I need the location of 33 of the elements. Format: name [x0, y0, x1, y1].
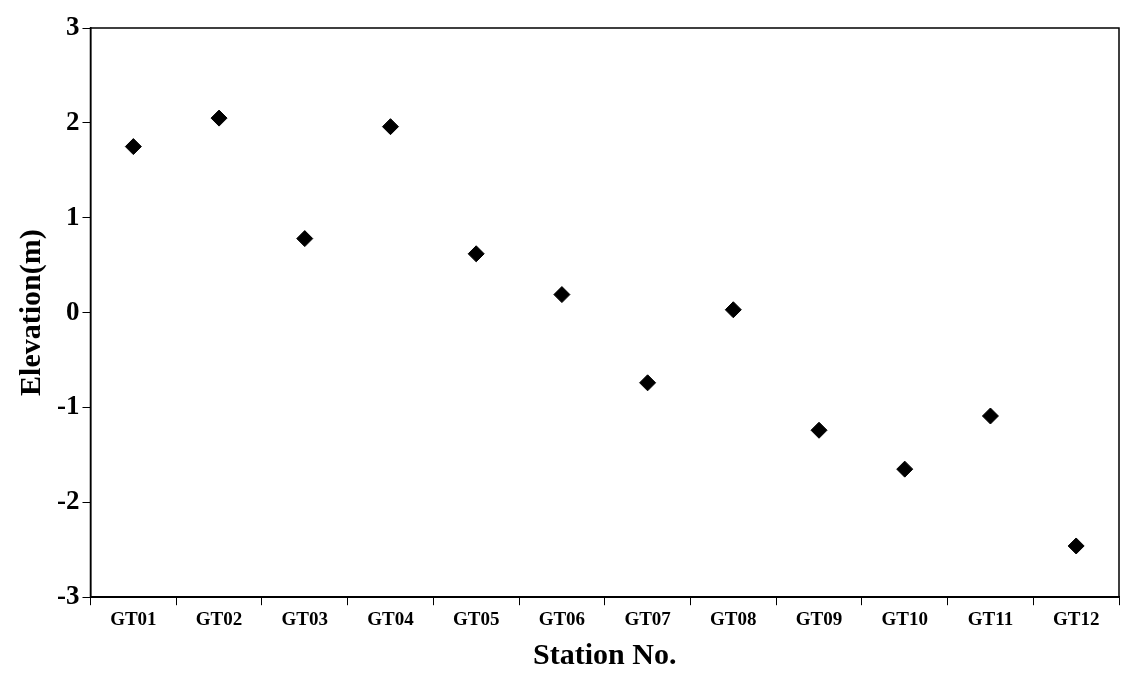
- y-tick-label: -2: [56, 485, 80, 516]
- point: [981, 407, 999, 425]
- point: [896, 460, 914, 478]
- x-tick-label: GT10: [881, 607, 928, 629]
- x-tick-label: GT09: [795, 607, 843, 629]
- point: [1067, 537, 1085, 555]
- point: [639, 374, 657, 392]
- x-tick-label: GT03: [281, 607, 328, 629]
- x-tick-label: GT02: [195, 607, 243, 629]
- x-tick-label: GT04: [367, 607, 415, 629]
- y-axis-title: Elevation(m): [12, 229, 47, 396]
- x-tick-label: GT11: [967, 607, 1014, 629]
- y-tick-label: 2: [65, 105, 80, 136]
- x-tick-label: GT08: [710, 607, 757, 629]
- y-tick-label: 3: [65, 10, 80, 41]
- point: [210, 109, 228, 127]
- point: [296, 230, 314, 248]
- point: [724, 301, 742, 319]
- point: [810, 421, 828, 439]
- point: [467, 245, 485, 263]
- point: [381, 118, 399, 136]
- x-tick-label: GT06: [538, 607, 586, 629]
- point: [124, 138, 142, 156]
- y-tick-label: -3: [56, 580, 80, 611]
- x-axis-title: Station No.: [533, 636, 677, 670]
- x-tick-label: GT01: [110, 607, 157, 629]
- x-tick-label: GT07: [624, 607, 672, 629]
- y-tick-label: 1: [65, 200, 80, 231]
- y-tick-label: -1: [56, 390, 80, 421]
- x-tick-label: GT12: [1052, 607, 1100, 629]
- point: [553, 286, 571, 304]
- x-tick-label: GT05: [452, 607, 500, 629]
- y-tick-label: 0: [65, 295, 80, 326]
